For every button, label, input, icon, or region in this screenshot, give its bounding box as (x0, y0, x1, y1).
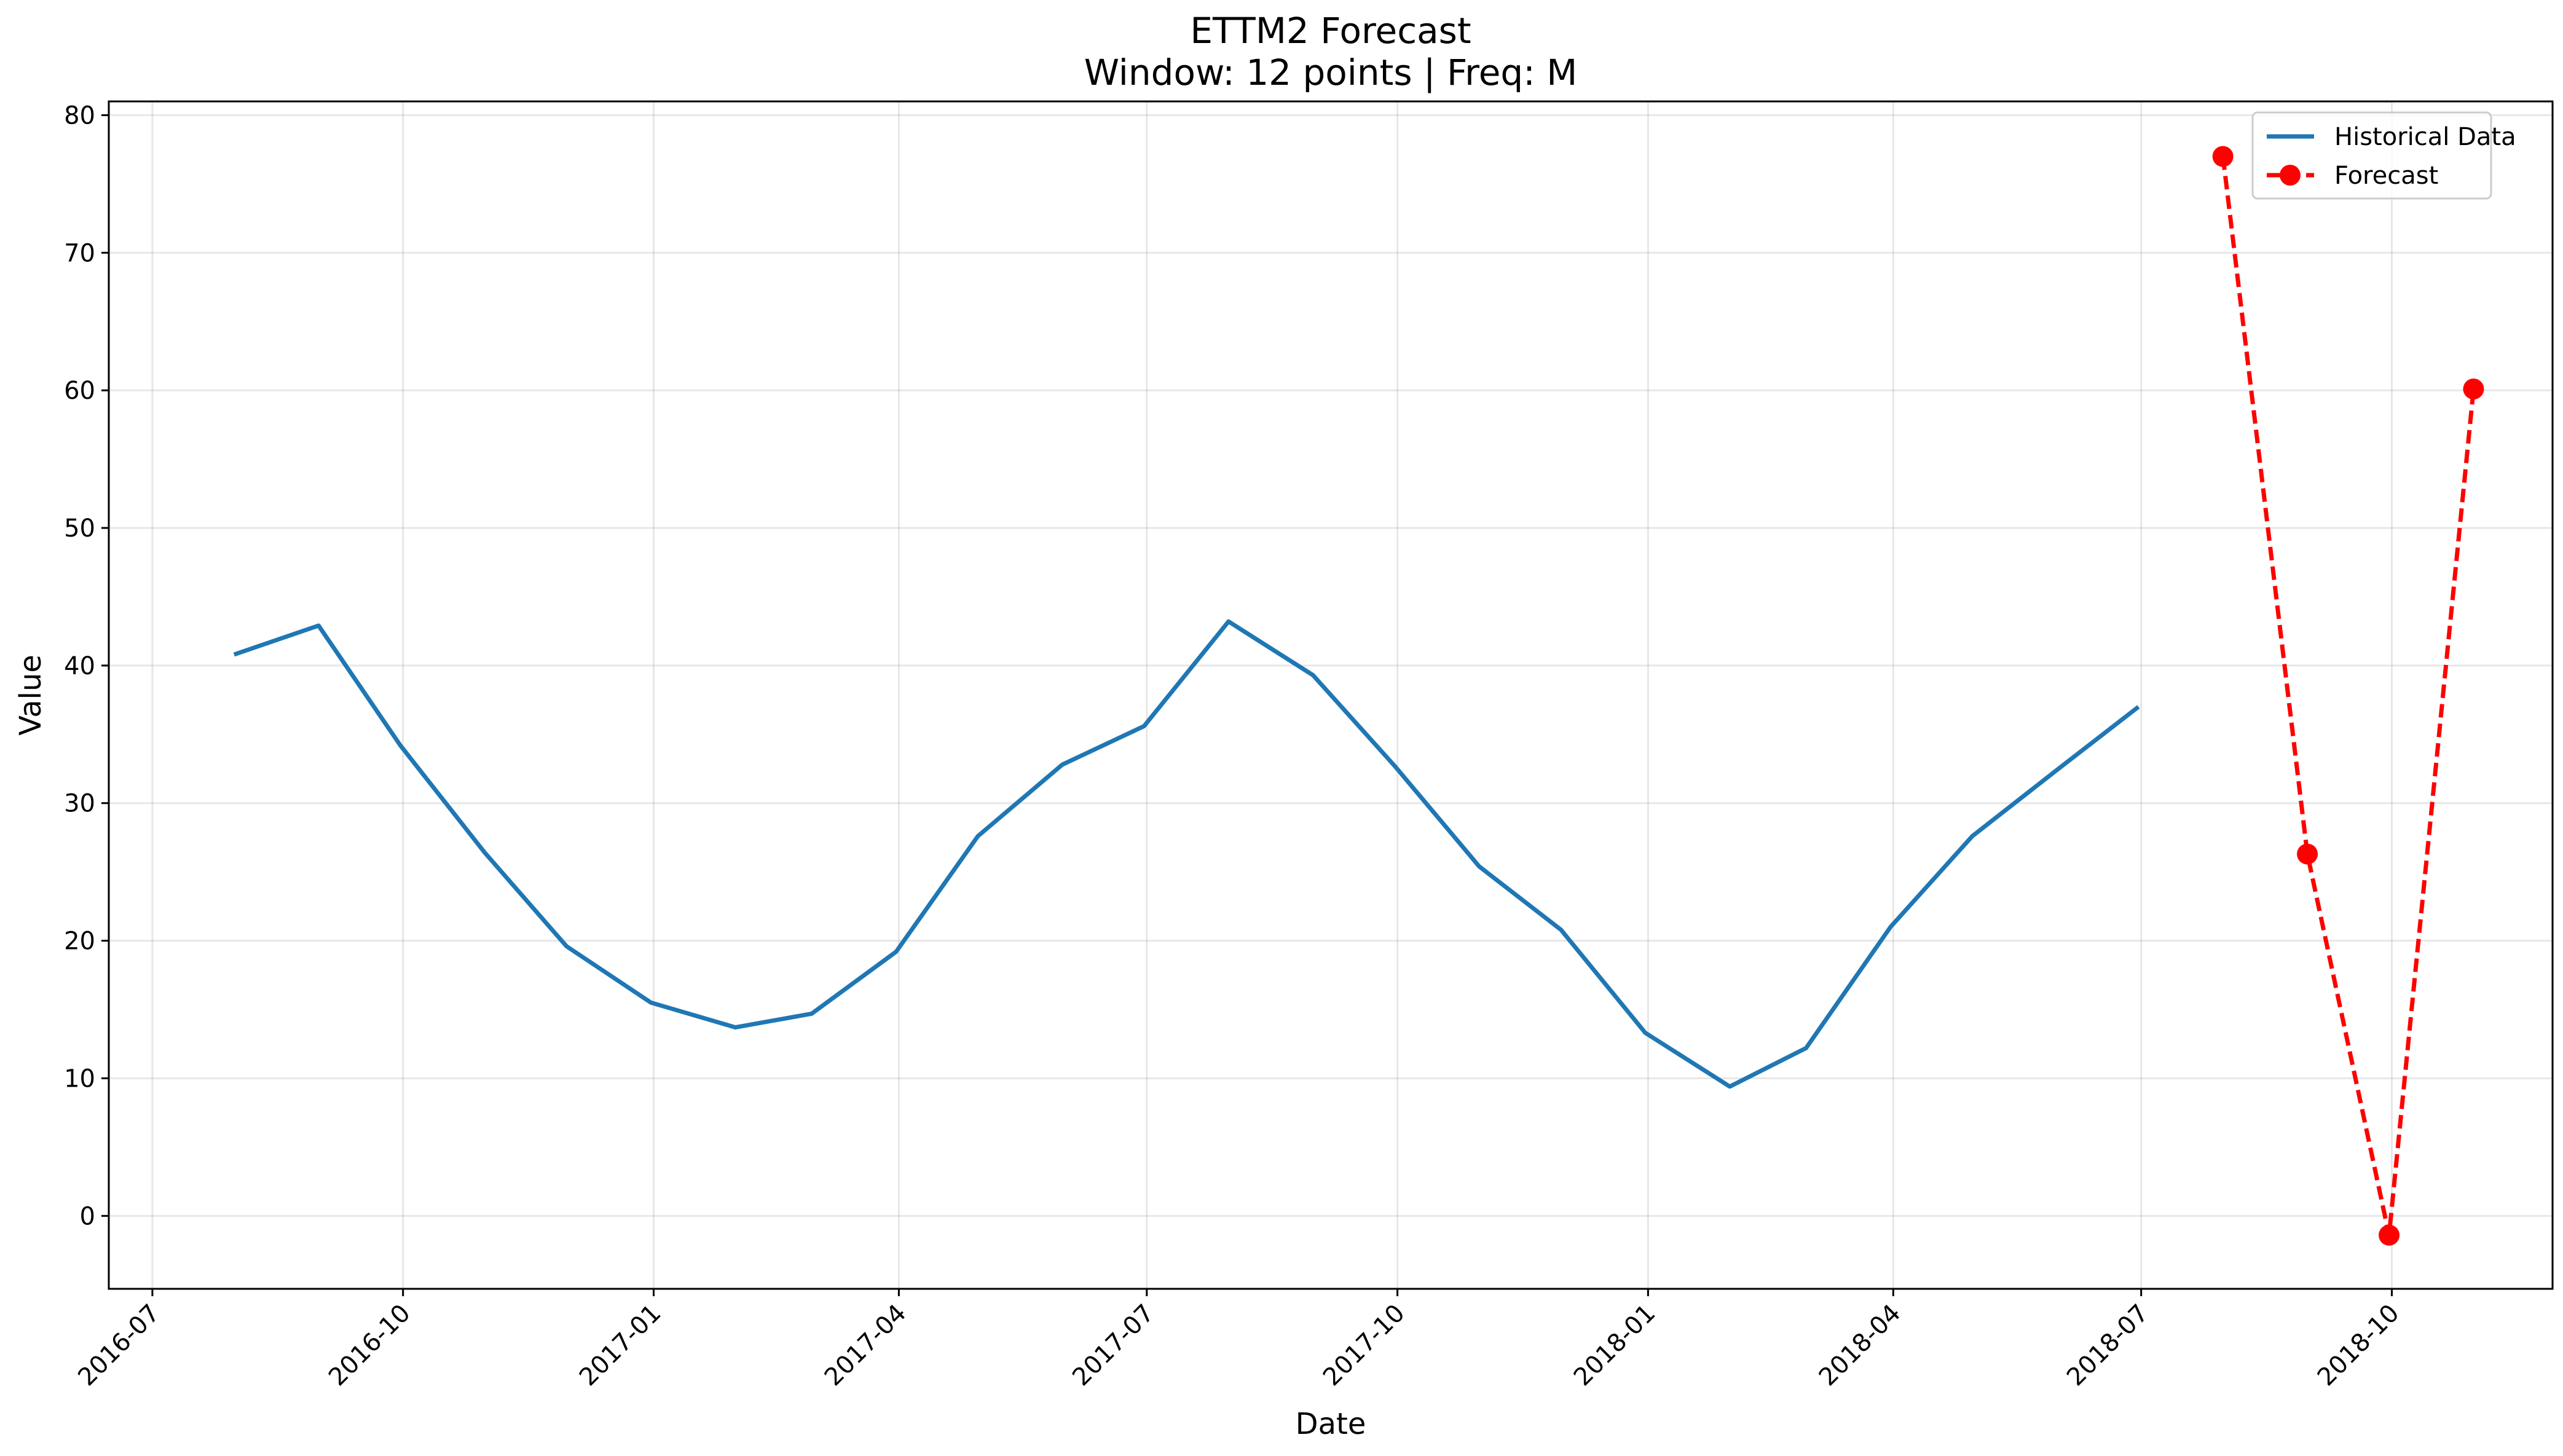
y-tick-label: 0 (80, 1202, 95, 1230)
y-tick-label: 10 (64, 1064, 95, 1093)
y-tick-label: 60 (64, 377, 95, 405)
grid-lines (109, 101, 2553, 1289)
y-tick-label: 20 (64, 927, 95, 956)
legend-label-forecast: Forecast (2334, 162, 2438, 190)
legend-label-historical: Historical Data (2334, 123, 2516, 151)
forecast-point (2212, 146, 2234, 167)
forecast-point (2379, 1224, 2400, 1246)
y-tick-label: 40 (64, 652, 95, 680)
y-tick-label: 30 (64, 790, 95, 818)
y-tick-label: 70 (64, 239, 95, 267)
y-tick-label: 80 (64, 101, 95, 130)
forecast-point (2463, 378, 2484, 399)
chart-title: ETTM2 Forecast (1190, 10, 1471, 52)
plot-area-frame (108, 100, 2554, 1290)
forecast-line (2221, 156, 2476, 1238)
plot-series (233, 146, 2484, 1246)
chart-subtitle: Window: 12 points | Freq: M (1084, 52, 1578, 93)
y-axis-label: Value (14, 655, 48, 736)
legend: Historical Data Forecast (2251, 111, 2516, 200)
forecast-point (2297, 843, 2318, 865)
y-axis-ticks: 0 10 20 30 40 50 60 70 80 (64, 101, 109, 1230)
y-tick-label: 50 (64, 514, 95, 543)
x-axis-label: Date (1296, 1407, 1366, 1441)
legend-marker-forecast (2280, 165, 2301, 186)
historical-data-line (233, 619, 2140, 1089)
